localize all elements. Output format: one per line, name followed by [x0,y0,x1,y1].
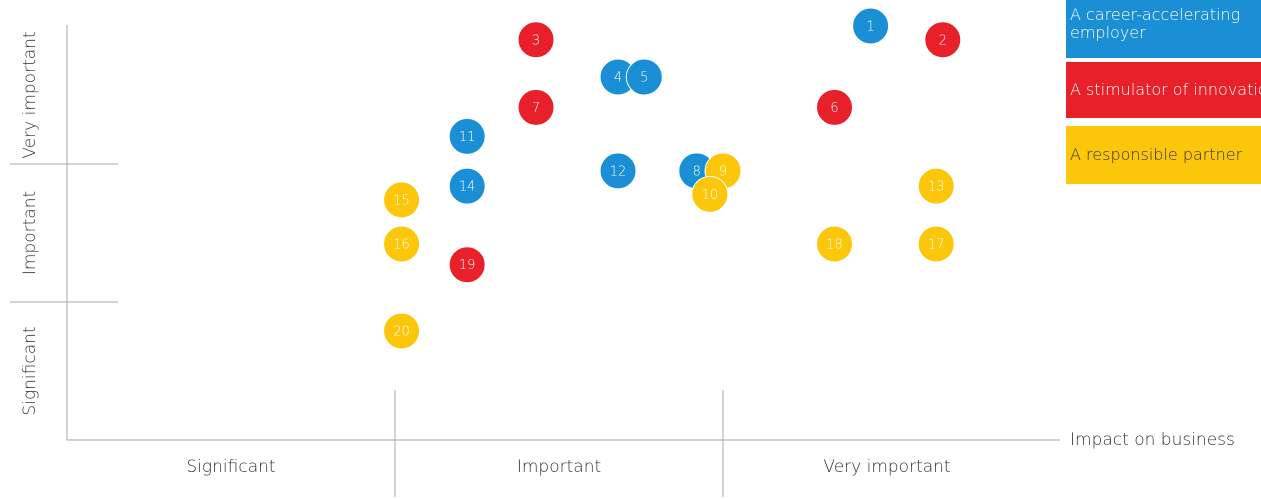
bubble-label: 18 [826,238,843,253]
bubble [448,117,486,155]
x-band-label: Significant [186,457,275,477]
bubble-label: 6 [830,101,838,116]
bubble [517,21,555,59]
bubble-label: 13 [928,180,945,195]
bubble-label: 4 [614,71,622,86]
bubble [691,175,729,213]
bubble [924,21,962,59]
bubble [917,167,955,205]
bubble [448,246,486,284]
bubble-label: 14 [459,180,476,195]
y-band-label: Significant [20,326,40,415]
x-band-label: Very important [823,457,950,477]
legend-item: A career-accelerating employer [1066,0,1261,58]
bubble-label: 3 [532,33,540,48]
bubble-label: 8 [693,164,701,179]
bubble-label: 17 [928,238,945,253]
bubble [383,225,421,263]
bubble [816,225,854,263]
y-band-label: Very important [20,31,40,158]
y-band-label: Important [20,191,40,275]
bubble-label: 1 [866,20,874,35]
bubble [517,88,555,126]
x-axis-title: Impact on business [1070,430,1235,450]
legend-item: A stimulator of innovation [1066,62,1261,118]
bubble-label: 5 [640,71,648,86]
bubble-label: 19 [459,258,476,273]
bubble [448,167,486,205]
bubble [383,181,421,219]
bubble-label: 7 [532,101,540,116]
x-band-label: Important [517,457,601,477]
bubble-label: 10 [702,188,719,203]
bubble-label: 11 [459,130,476,145]
bubble-label: 12 [610,164,627,179]
bubble [599,152,637,190]
bubble-label: 15 [393,193,410,208]
bubble [917,225,955,263]
bubble [852,7,890,45]
bubble-label: 16 [393,238,410,253]
bubble [816,88,854,126]
bubble [383,312,421,350]
bubble-label: 20 [393,324,410,339]
bubble-label: 2 [939,33,947,48]
bubble-label: 9 [719,164,727,179]
legend-item: A responsible partner [1066,126,1261,184]
bubble [625,58,663,96]
